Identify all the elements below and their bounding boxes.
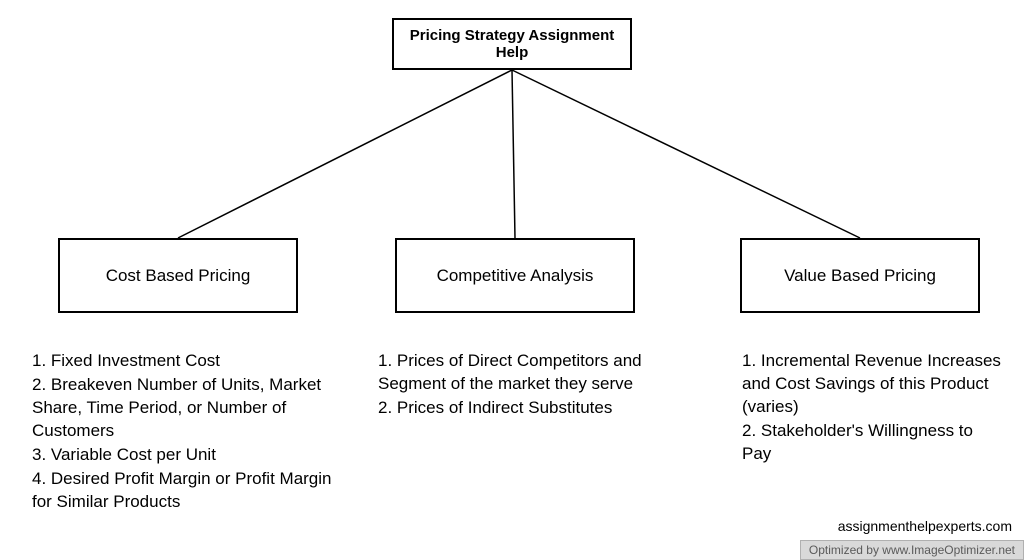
list-item: 1. Incremental Revenue Increases and Cos… (742, 350, 1002, 419)
list-value-based: 1. Incremental Revenue Increases and Cos… (742, 350, 1002, 467)
child-node-competitive: Competitive Analysis (395, 238, 635, 313)
list-competitive: 1. Prices of Direct Competitors and Segm… (378, 350, 678, 421)
attribution-text: assignmenthelpexperts.com (838, 518, 1012, 534)
child-label: Cost Based Pricing (106, 266, 251, 286)
child-node-cost-based: Cost Based Pricing (58, 238, 298, 313)
list-item: 2. Prices of Indirect Substitutes (378, 397, 678, 420)
child-label: Competitive Analysis (437, 266, 594, 286)
list-item: 2. Stakeholder's Willingness to Pay (742, 420, 1002, 466)
optimizer-badge: Optimized by www.ImageOptimizer.net (800, 540, 1024, 560)
list-item: 4. Desired Profit Margin or Profit Margi… (32, 468, 332, 514)
child-node-value-based: Value Based Pricing (740, 238, 980, 313)
list-item: 1. Prices of Direct Competitors and Segm… (378, 350, 678, 396)
list-item: 3. Variable Cost per Unit (32, 444, 332, 467)
child-label: Value Based Pricing (784, 266, 936, 286)
root-label: Pricing Strategy Assignment Help (394, 27, 630, 61)
root-node: Pricing Strategy Assignment Help (392, 18, 632, 70)
list-item: 2. Breakeven Number of Units, Market Sha… (32, 374, 332, 443)
list-cost-based: 1. Fixed Investment Cost 2. Breakeven Nu… (32, 350, 332, 515)
list-item: 1. Fixed Investment Cost (32, 350, 332, 373)
